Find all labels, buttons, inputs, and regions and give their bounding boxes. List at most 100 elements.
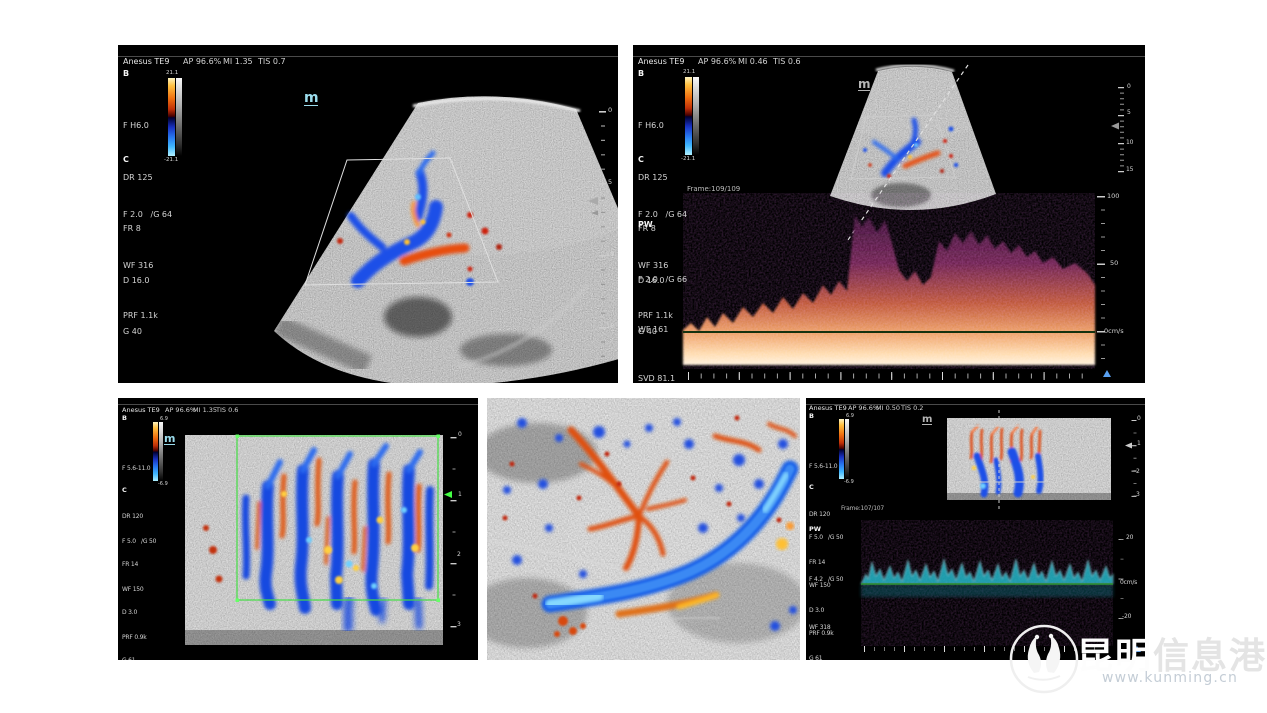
pw-section-label: PW bbox=[638, 220, 653, 229]
param-depth: D 16.0 bbox=[638, 275, 665, 285]
param-frequency: F 5.6-11.0 bbox=[809, 463, 838, 470]
param-wall-filter: WF 316 bbox=[638, 260, 669, 270]
panel-top-separator bbox=[118, 56, 618, 57]
param-color-freq-gain: F 5.0 /G 50 bbox=[122, 538, 157, 545]
velocity-label-minus20: -20 bbox=[1122, 613, 1132, 620]
velocity-label-50: 50 bbox=[1110, 259, 1119, 267]
param-pw-freq-gain: F 4.2 /G 50 bbox=[809, 576, 844, 583]
ultrasound-panel-duplex-pw-abdomen: Anesus TE9 AP 96.6% MI 0.46 TIS 0.6 B 21… bbox=[633, 45, 1145, 383]
param-gain: G 61 bbox=[122, 656, 150, 660]
velocity-label-0: 0cm/s bbox=[1120, 579, 1138, 586]
param-color-freq-gain: F 5.0 /G 50 bbox=[809, 534, 844, 541]
b-mode-section-label: B bbox=[122, 414, 127, 422]
param-dynamic-range: DR 125 bbox=[638, 172, 668, 182]
mindray-logo: m bbox=[858, 77, 871, 91]
grayscale-bar bbox=[176, 78, 182, 156]
param-sample-volume-depth: SVD 81.1 bbox=[638, 374, 676, 383]
tr-image-graphics bbox=[683, 64, 1124, 380]
br-image-graphics bbox=[860, 410, 1141, 652]
acoustic-power-label: AP 96.6% bbox=[165, 406, 197, 414]
panel-top-separator bbox=[806, 404, 1145, 405]
depth-label-1: 1 bbox=[1137, 440, 1141, 447]
colorbar-max-label: 6.9 bbox=[846, 413, 854, 419]
b-mode-params: F H6.0 DR 125 FR 8 D 16.0 G 40 bbox=[123, 81, 153, 377]
velocity-label-100: 100 bbox=[1107, 192, 1120, 200]
b-mode-params: F H6.0 DR 125 FR 8 D 16.0 G 40 bbox=[638, 81, 668, 377]
watermark-url: www.kunming.cn bbox=[1102, 670, 1239, 686]
color-section-label: C bbox=[638, 155, 644, 164]
param-wall-filter: WF 150 bbox=[809, 582, 831, 589]
panel-top-separator bbox=[118, 404, 478, 405]
depth-label-3: 3 bbox=[1136, 491, 1140, 498]
param-wall-filter: WF 316 bbox=[123, 260, 154, 270]
depth-label-0: 0 bbox=[608, 106, 613, 114]
thermal-index-label: TIS 0.2 bbox=[901, 404, 924, 412]
b-mode-params: F 5.6-11.0 DR 120 FR 14 D 3.0 G 61 bbox=[809, 424, 838, 660]
colorbar-max-label: 6.9 bbox=[160, 416, 168, 422]
color-doppler-scale-bar bbox=[153, 422, 158, 481]
param-depth: D 16.0 bbox=[123, 275, 150, 285]
color-params: F 2.0 /G 64 WF 316 PRF 1.1k bbox=[123, 171, 172, 361]
mechanical-index-label: MI 0.50 bbox=[876, 404, 901, 412]
param-color-freq-gain: F 2.0 /G 64 bbox=[123, 210, 173, 219]
kunming-logo-icon bbox=[1009, 624, 1079, 694]
tl-image-graphics bbox=[274, 96, 618, 383]
thermal-index-label: TIS 0.6 bbox=[216, 406, 239, 414]
depth-label-0: 0 bbox=[1127, 83, 1131, 90]
mindray-logo: m bbox=[164, 432, 175, 445]
machine-label: Anesus TE9 bbox=[638, 57, 685, 66]
watermark-brand-light: 信息港 bbox=[1153, 636, 1267, 677]
pw-section-label: PW bbox=[809, 525, 821, 533]
color-section-label: C bbox=[123, 155, 129, 164]
grayscale-bar bbox=[693, 77, 699, 155]
mindray-logo: m bbox=[922, 414, 932, 425]
color-doppler-scale-bar bbox=[168, 78, 175, 156]
colorbar-min-label: -6.9 bbox=[844, 479, 854, 485]
ultrasound-panel-color-doppler-abdomen: Anesus TE9 AP 96.6% MI 1.35 TIS 0.7 B 21… bbox=[118, 45, 618, 383]
mindray-logo: m bbox=[304, 90, 319, 106]
b-mode-section-label: B bbox=[809, 412, 814, 420]
machine-label: Anesus TE9 bbox=[122, 406, 160, 414]
depth-label-15: 15 bbox=[1126, 166, 1134, 173]
color-section-label: C bbox=[122, 486, 127, 494]
param-pw-wall-filter: WF 318 bbox=[809, 624, 831, 631]
mechanical-index-label: MI 1.35 bbox=[193, 406, 218, 414]
mechanical-index-label: MI 0.46 bbox=[738, 57, 768, 66]
color-params: F 5.0 /G 50 WF 150 PRF 0.9k bbox=[122, 499, 156, 660]
grayscale-bar bbox=[845, 419, 849, 479]
depth-label-10: 10 bbox=[1126, 139, 1134, 146]
color-params: F 5.0 /G 50 WF 150 PRF 0.9k bbox=[809, 495, 843, 660]
b-mode-section-label: B bbox=[123, 69, 130, 78]
depth-label-5: 5 bbox=[608, 178, 613, 186]
frame-counter: Frame:107/107 bbox=[841, 505, 885, 512]
param-wall-filter: WF 150 bbox=[122, 586, 144, 593]
param-pw-wall-filter: WF 161 bbox=[638, 324, 669, 334]
machine-label: Anesus TE9 bbox=[809, 404, 847, 412]
param-prf: PRF 0.9k bbox=[122, 634, 147, 641]
depth-label-2: 2 bbox=[1136, 468, 1140, 475]
velocity-label-0: 0cm/s bbox=[1104, 327, 1124, 335]
bl-image-graphics bbox=[185, 434, 457, 645]
pw-params: F 2.0 /G 66 WF 161 SVD 81.1 SV 3.1 PRF 2… bbox=[638, 236, 687, 383]
param-frequency: F H6.0 bbox=[123, 121, 149, 130]
param-frame-rate: FR 14 bbox=[122, 561, 139, 568]
param-frequency: F 5.6-11.0 bbox=[122, 465, 151, 472]
param-frequency: F H6.0 bbox=[638, 121, 664, 130]
panel-top-separator bbox=[633, 56, 1145, 57]
param-prf: PRF 1.1k bbox=[123, 311, 158, 320]
param-dynamic-range: DR 120 bbox=[809, 511, 830, 518]
param-frame-rate: FR 8 bbox=[638, 224, 656, 233]
param-depth: D 3.0 bbox=[809, 607, 825, 614]
depth-label-1: 1 bbox=[458, 491, 462, 498]
pw-params: F 4.2 /G 50 WF 318 SVD 7.6 SV 1.4 PRF 3.… bbox=[809, 537, 843, 660]
param-gain: G 40 bbox=[638, 327, 657, 336]
color-doppler-scale-bar bbox=[839, 419, 844, 479]
param-frame-rate: FR 8 bbox=[123, 224, 141, 233]
param-depth: D 3.0 bbox=[122, 609, 138, 616]
param-prf: PRF 0.9k bbox=[809, 630, 834, 637]
depth-label-15: 15 bbox=[606, 322, 615, 330]
ultrasound-panel-duplex-pw-linear: Anesus TE9 AP 96.6% MI 0.50 TIS 0.2 B 6.… bbox=[806, 398, 1145, 660]
param-gain: G 61 bbox=[809, 655, 823, 660]
grayscale-bar bbox=[159, 422, 163, 481]
